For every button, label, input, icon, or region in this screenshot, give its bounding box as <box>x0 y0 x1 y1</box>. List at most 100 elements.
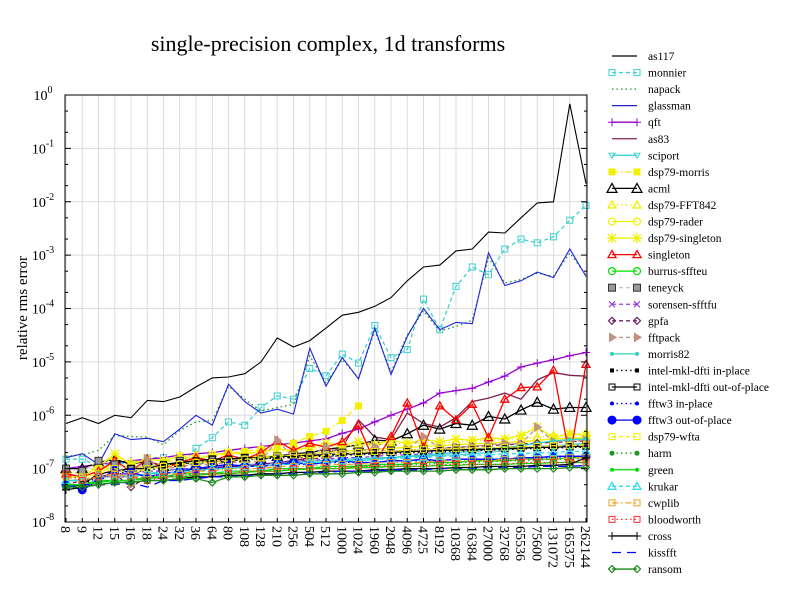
x-tick-label: 10368 <box>447 526 462 561</box>
legend-label: intel-mkl-dfti in-place <box>648 365 750 377</box>
data-point <box>631 480 643 490</box>
legend-item-fftw3-out-of-place: fftw3 out-of-place <box>607 415 732 427</box>
y-tick-base: 10 <box>32 249 46 264</box>
y-tick-exponent: 0 <box>48 85 53 96</box>
legend-label: burrus-sffteu <box>648 266 707 278</box>
y-tick-exponent: -2 <box>46 192 54 203</box>
x-tick-label: 16384 <box>463 526 478 561</box>
legend-item-bloodworth: bloodworth <box>608 514 701 526</box>
data-point <box>210 458 215 463</box>
x-tick-label: 512 <box>317 526 332 547</box>
data-point <box>419 398 428 407</box>
data-point <box>387 354 395 362</box>
data-point <box>635 401 639 406</box>
data-point <box>515 382 527 392</box>
data-point <box>387 411 395 420</box>
y-tick-base: 10 <box>32 196 46 211</box>
legend-item-qft: qft <box>608 117 662 129</box>
data-point <box>192 459 200 467</box>
data-point <box>306 432 314 440</box>
legend-item-dsp79-morris: dsp79-morris <box>608 167 710 179</box>
data-point <box>633 283 641 292</box>
x-tick-label: 12 <box>90 526 105 540</box>
data-point <box>533 359 542 368</box>
data-point <box>159 476 168 485</box>
data-point <box>630 182 644 193</box>
legend-item-monnier: monnier <box>608 68 686 80</box>
data-point <box>304 442 315 453</box>
legend-label: cross <box>648 531 672 543</box>
legend-item-napack: napack <box>612 84 681 96</box>
x-tick-label: 1960 <box>366 526 381 554</box>
y-tick-label: 10-1 <box>32 138 54 157</box>
data-point <box>324 454 328 459</box>
legend-item-gpfa: gpfa <box>607 316 668 328</box>
data-point <box>608 515 616 523</box>
data-point <box>403 346 411 354</box>
data-point <box>322 427 330 435</box>
data-point <box>582 453 590 462</box>
data-point <box>608 69 616 77</box>
legend-label: gpfa <box>648 316 668 328</box>
data-point <box>371 459 379 467</box>
y-tick-base: 10 <box>32 409 46 424</box>
data-point <box>420 431 429 442</box>
data-point <box>499 448 510 458</box>
legend-label: dsp79-singleton <box>648 233 722 245</box>
y-tick-exponent: -1 <box>46 138 54 149</box>
data-point <box>386 466 396 476</box>
data-point <box>290 451 297 459</box>
legend-item-as117: as117 <box>612 51 675 63</box>
data-point <box>402 452 413 462</box>
legend-item-intel-mkl-dfti-out-of-place: intel-mkl-dfti out-of-place <box>608 382 769 394</box>
data-point <box>387 459 395 467</box>
series-line <box>66 205 587 468</box>
data-point <box>610 467 614 472</box>
data-point <box>467 465 477 475</box>
data-point <box>514 403 528 415</box>
data-point <box>340 452 345 457</box>
data-point <box>61 482 71 492</box>
data-point <box>420 445 427 453</box>
data-point <box>272 444 283 455</box>
data-point <box>402 466 412 476</box>
x-tick-label: 4725 <box>415 526 430 554</box>
data-point <box>482 410 495 422</box>
data-point <box>273 462 281 470</box>
data-point <box>321 469 331 479</box>
data-point <box>434 436 445 447</box>
legend-label: dsp79-rader <box>648 217 703 229</box>
data-point <box>450 451 462 460</box>
data-point <box>632 267 642 276</box>
legend-label: monnier <box>648 68 686 80</box>
legend-label: dsp79-FFT842 <box>648 200 717 212</box>
legend: as117 monnier napack glassman qft as83 sciport… <box>605 51 769 576</box>
data-point <box>259 457 263 462</box>
legend-label: qft <box>648 117 662 129</box>
data-point <box>484 465 493 475</box>
data-point <box>532 447 543 457</box>
x-tick-label: 128 <box>252 526 267 547</box>
data-point <box>223 447 234 458</box>
data-point <box>565 463 575 472</box>
data-point <box>435 389 444 398</box>
data-point <box>607 267 617 276</box>
chart-title: single-precision complex, 1d transforms <box>151 31 505 56</box>
legend-item-glassman: glassman <box>612 101 691 113</box>
legend-item-fftpack: fftpack <box>609 332 681 344</box>
data-point <box>631 249 643 259</box>
series-kissfft <box>65 464 587 488</box>
y-tick-base: 10 <box>34 89 48 104</box>
data-point <box>158 455 169 466</box>
data-point <box>337 469 347 479</box>
data-point <box>275 455 280 460</box>
legend-item-dsp79-rader: dsp79-rader <box>607 217 703 229</box>
legend-label: intel-mkl-dfti out-of-place <box>648 382 769 394</box>
data-point <box>436 326 444 334</box>
data-point <box>109 448 120 459</box>
data-point <box>418 452 429 462</box>
data-point <box>610 368 614 373</box>
data-point <box>94 456 103 465</box>
data-point <box>371 441 380 452</box>
